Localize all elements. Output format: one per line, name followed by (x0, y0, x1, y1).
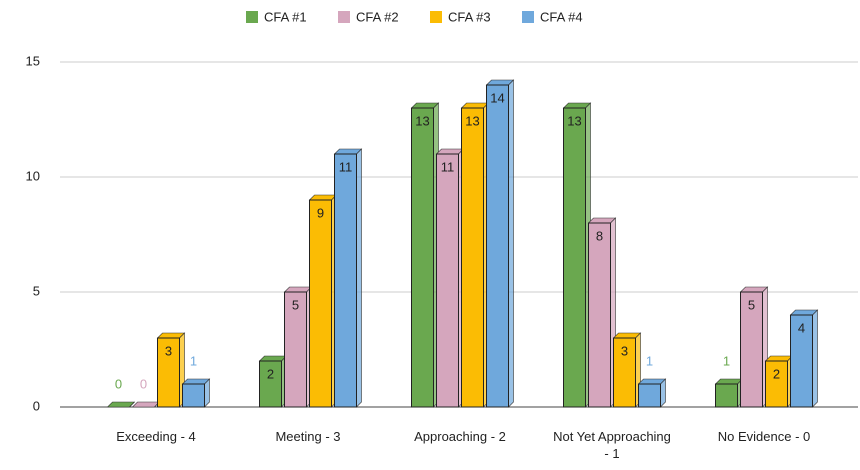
y-tick-label: 10 (26, 168, 40, 183)
legend-swatch (522, 11, 534, 23)
data-label: 14 (490, 90, 504, 105)
bar (790, 314, 813, 408)
data-label: 3 (621, 343, 628, 358)
x-tick-label: Exceeding - 4 (116, 429, 196, 444)
bar (765, 360, 788, 408)
data-label: 5 (292, 297, 299, 312)
bar (613, 337, 636, 408)
data-label: 1 (190, 353, 197, 368)
bar-depth (508, 79, 514, 408)
bar (436, 153, 459, 408)
bar (334, 153, 357, 408)
legend-swatch (338, 11, 350, 23)
data-label: 3 (165, 343, 172, 358)
bar-depth (356, 148, 362, 408)
bar (588, 222, 611, 408)
bar (259, 360, 282, 408)
bar-depth (129, 401, 135, 408)
data-label: 5 (748, 297, 755, 312)
bar-depth (812, 309, 818, 408)
bar-depth (660, 378, 666, 408)
bar (638, 383, 661, 408)
bar (157, 337, 180, 408)
bar (284, 291, 307, 408)
bar-depth (204, 378, 210, 408)
data-label: 13 (567, 113, 581, 128)
data-label: 8 (596, 228, 603, 243)
bar (715, 383, 738, 408)
x-tick-label: Not Yet Approaching - 1 (553, 429, 671, 461)
y-tick-label: 5 (33, 283, 40, 298)
data-label: 2 (267, 366, 274, 381)
y-tick-label: 15 (26, 53, 40, 68)
data-label: 2 (773, 366, 780, 381)
legend-label: CFA #4 (540, 9, 583, 24)
bar (309, 199, 332, 408)
bar (461, 107, 484, 408)
bar (411, 107, 434, 408)
data-label: 11 (339, 159, 353, 174)
x-tick-label: Meeting - 3 (275, 429, 341, 444)
x-tick-label: No Evidence - 0 (717, 429, 811, 444)
bar (486, 84, 509, 408)
legend-swatch (246, 11, 258, 23)
legend-label: CFA #2 (356, 9, 399, 24)
bar (182, 383, 205, 408)
data-label: 0 (140, 376, 147, 391)
legend-label: CFA #3 (448, 9, 491, 24)
x-tick-label: Approaching - 2 (414, 429, 506, 444)
legend-label: CFA #1 (264, 9, 307, 24)
legend-swatch (430, 11, 442, 23)
data-label: 13 (465, 113, 479, 128)
data-label: 0 (115, 376, 122, 391)
data-label: 4 (798, 320, 805, 335)
data-label: 9 (317, 205, 324, 220)
y-tick-label: 0 (33, 398, 40, 413)
bar (563, 107, 586, 408)
bar (740, 291, 763, 408)
data-label: 1 (646, 353, 653, 368)
data-label: 11 (441, 159, 455, 174)
data-label: 1 (723, 353, 730, 368)
data-label: 13 (415, 113, 429, 128)
